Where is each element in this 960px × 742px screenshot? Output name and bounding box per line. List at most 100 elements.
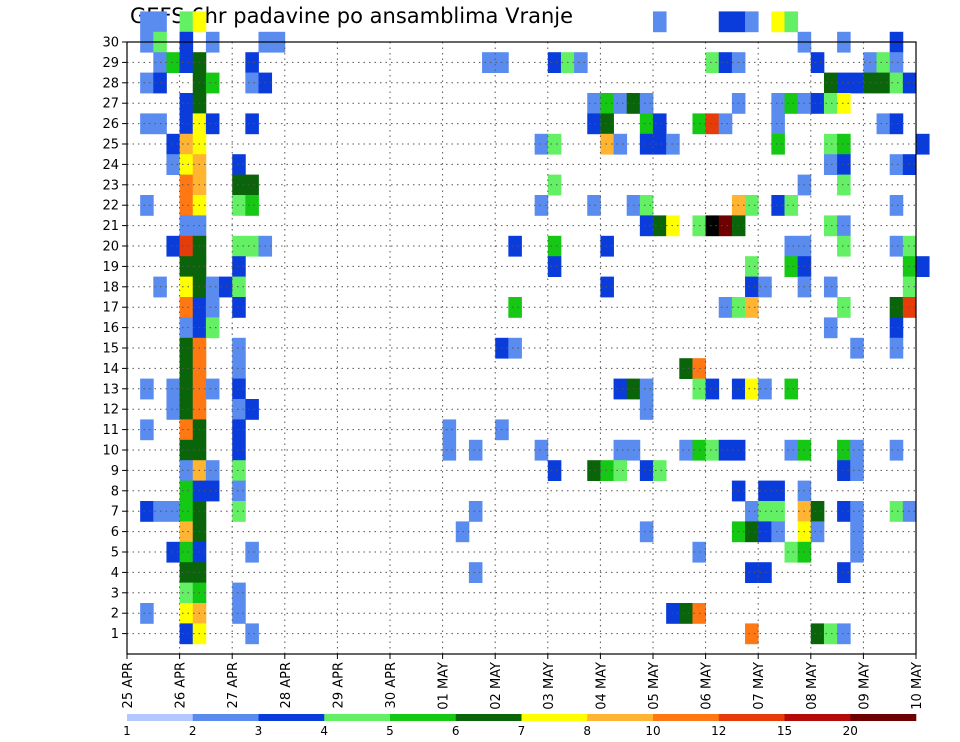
- heatmap-cell: [902, 256, 917, 277]
- heatmap-cell: [179, 235, 194, 257]
- legend-label: 5: [386, 724, 394, 738]
- heatmap-cell: [179, 501, 194, 522]
- heatmap-cell: [232, 399, 246, 420]
- heatmap-cell: [679, 603, 693, 624]
- heatmap-cell: [232, 501, 246, 522]
- heatmap-cell: [745, 11, 759, 33]
- heatmap-cell: [705, 378, 720, 400]
- heatmap-cell: [613, 93, 628, 114]
- heatmap-cell: [705, 52, 720, 73]
- heatmap-cell: [600, 113, 614, 135]
- y-tick-label: 21: [102, 219, 119, 234]
- y-tick-label: 9: [111, 464, 119, 479]
- heatmap-cell: [889, 235, 904, 257]
- heatmap-cell: [639, 133, 654, 155]
- heatmap-cell: [140, 501, 154, 522]
- heatmap-cell: [850, 460, 864, 481]
- heatmap-cell: [902, 72, 917, 94]
- heatmap-cell: [179, 439, 194, 461]
- heatmap-cell: [784, 439, 799, 461]
- heatmap-cell: [179, 215, 194, 237]
- heatmap-cell: [179, 174, 194, 196]
- heatmap-cell: [745, 623, 759, 645]
- heatmap-cell: [587, 195, 601, 216]
- heatmap-cell: [245, 399, 259, 420]
- heatmap-cell: [232, 297, 246, 318]
- heatmap-cell: [219, 276, 233, 298]
- heatmap-cell: [179, 358, 194, 379]
- y-tick-label: 15: [102, 342, 119, 357]
- legend-swatch: [521, 714, 588, 721]
- heatmap-cell: [758, 521, 772, 543]
- heatmap-cell: [679, 358, 693, 379]
- heatmap-cell: [889, 297, 904, 318]
- heatmap-cell: [166, 541, 180, 563]
- heatmap-cell: [718, 11, 733, 33]
- y-tick-label: 16: [102, 321, 119, 336]
- heatmap-cell: [179, 582, 194, 604]
- x-tick-label: 28 APR: [279, 662, 294, 708]
- heatmap-cell: [718, 297, 733, 318]
- heatmap-cell: [166, 378, 180, 400]
- heatmap-cell: [823, 317, 838, 339]
- heatmap-cell: [639, 215, 654, 237]
- heatmap-cell: [837, 297, 851, 318]
- heatmap-cell: [889, 72, 904, 94]
- legend-swatch: [455, 714, 522, 721]
- heatmap-cell: [179, 154, 194, 175]
- heatmap-cell: [442, 419, 457, 441]
- heatmap-cell: [232, 480, 246, 502]
- legend-swatch: [653, 714, 720, 721]
- legend-swatch: [718, 714, 785, 721]
- legend-label: 6: [452, 724, 460, 738]
- heatmap-cell: [639, 113, 654, 135]
- legend-label: 3: [255, 724, 263, 738]
- heatmap-cell: [547, 52, 562, 73]
- y-tick-label: 8: [111, 484, 119, 499]
- heatmap-cell: [179, 276, 194, 298]
- legend-swatch: [850, 714, 917, 721]
- y-tick-label: 13: [102, 382, 119, 397]
- heatmap-cell: [902, 154, 917, 175]
- heatmap-cell: [547, 460, 562, 481]
- heatmap-cell: [850, 337, 864, 359]
- heatmap-cell: [810, 623, 825, 645]
- heatmap-cell: [653, 113, 667, 135]
- heatmap-cell: [179, 195, 194, 216]
- legend-swatch: [587, 714, 654, 721]
- heatmap-cell: [232, 337, 246, 359]
- heatmap-cell: [508, 297, 522, 318]
- heatmap-cell: [600, 133, 614, 155]
- y-tick-label: 11: [102, 423, 119, 438]
- heatmap-cell: [179, 52, 194, 73]
- x-tick-label: 02 MAY: [489, 662, 504, 710]
- heatmap-cell: [245, 541, 259, 563]
- heatmap-cell: [205, 480, 220, 502]
- heatmap-cell: [771, 113, 785, 135]
- heatmap-cell: [837, 562, 851, 583]
- heatmap-cell: [916, 133, 930, 155]
- heatmap-cell: [166, 399, 180, 420]
- heatmap-cell: [547, 133, 562, 155]
- heatmap-cell: [784, 378, 799, 400]
- heatmap-cell: [205, 317, 220, 339]
- heatmap-cell: [771, 133, 785, 155]
- heatmap-cell: [823, 215, 838, 237]
- heatmap-cell: [232, 378, 246, 400]
- heatmap-cell: [823, 133, 838, 155]
- x-tick-label: 10 MAY: [910, 662, 925, 710]
- heatmap-cell: [771, 501, 785, 522]
- y-tick-label: 6: [111, 525, 119, 540]
- y-tick-label: 17: [102, 301, 119, 316]
- y-tick-label: 26: [102, 117, 119, 132]
- heatmap-cell: [823, 276, 838, 298]
- heatmap-cell: [718, 215, 733, 237]
- y-tick-label: 7: [111, 505, 119, 520]
- heatmap-cell: [140, 195, 154, 216]
- heatmap-cell: [205, 113, 220, 135]
- heatmap-cell: [810, 521, 825, 543]
- heatmap-cell: [482, 52, 496, 73]
- heatmap-cell: [902, 297, 917, 318]
- heatmap-cell: [784, 256, 799, 277]
- heatmap-cell: [179, 11, 194, 33]
